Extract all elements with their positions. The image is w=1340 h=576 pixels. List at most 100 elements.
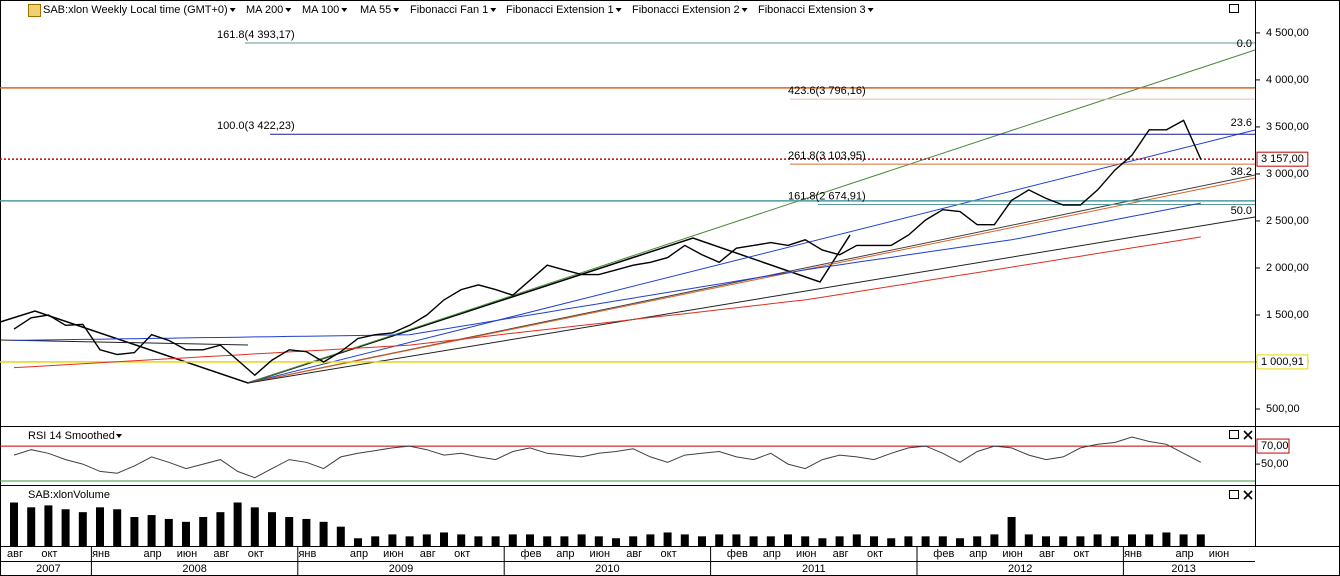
level-label: 3 157,00 bbox=[1261, 153, 1304, 165]
volume-bar bbox=[474, 536, 483, 546]
maximize-icon[interactable] bbox=[1229, 430, 1239, 439]
header-item[interactable]: SAB:xlon Weekly Local time (GMT+0) bbox=[43, 4, 228, 16]
fan-line bbox=[247, 177, 1256, 384]
year-label: 2009 bbox=[389, 563, 413, 575]
x-tick-label: окт bbox=[248, 548, 264, 560]
x-tick-label: авг bbox=[626, 548, 642, 560]
y-tick-label: 1 500,00 bbox=[1266, 309, 1309, 321]
volume-bar bbox=[405, 536, 414, 546]
volume-bar bbox=[319, 521, 328, 546]
x-tick-label: авг bbox=[1039, 548, 1055, 560]
header-item[interactable]: Fibonacci Extension 3 bbox=[758, 4, 866, 16]
volume-bar bbox=[508, 534, 517, 546]
moving-average bbox=[13, 236, 1201, 369]
x-tick-label: окт bbox=[1073, 548, 1089, 560]
y-tick-label: 3 000,00 bbox=[1266, 168, 1309, 180]
x-tick-label: окт bbox=[454, 548, 470, 560]
dropdown-arrow bbox=[229, 8, 236, 12]
volume-bar bbox=[1076, 536, 1085, 546]
fan-line bbox=[247, 49, 1256, 384]
header-item[interactable]: Fibonacci Extension 1 bbox=[506, 4, 614, 16]
panel-icons bbox=[28, 4, 1253, 500]
volume-bar bbox=[870, 536, 878, 546]
volume-bar bbox=[302, 518, 311, 546]
x-tick-label: апр bbox=[143, 548, 161, 560]
dropdown-arrow bbox=[615, 8, 622, 12]
volume-bar bbox=[1162, 532, 1171, 546]
volume-bar bbox=[749, 536, 758, 546]
x-tick-label: окт bbox=[867, 548, 883, 560]
volume-bar bbox=[491, 536, 500, 546]
volume-bar bbox=[44, 505, 53, 546]
volume-bar bbox=[646, 534, 655, 546]
header-item[interactable]: MA 55 bbox=[360, 4, 391, 16]
dropdown-arrow bbox=[393, 8, 400, 12]
x-tick-label: янв bbox=[92, 548, 110, 560]
symbol-icon[interactable] bbox=[28, 4, 41, 17]
volume-bar bbox=[887, 538, 896, 546]
volume-bar bbox=[10, 502, 18, 546]
year-label: 2007 bbox=[36, 563, 60, 575]
maximize-icon[interactable] bbox=[1229, 490, 1239, 499]
volume-bar bbox=[371, 536, 380, 546]
volume-bar bbox=[784, 534, 792, 546]
volume-bar bbox=[336, 526, 345, 546]
volume-bar bbox=[956, 538, 964, 546]
fan-label: 23.6 bbox=[1231, 117, 1252, 129]
volume-bar bbox=[663, 532, 672, 546]
dropdown-arrow bbox=[490, 8, 497, 12]
x-tick-label: июн bbox=[383, 548, 403, 560]
header-item[interactable]: MA 100 bbox=[302, 4, 339, 16]
close-icon[interactable] bbox=[1243, 490, 1253, 500]
volume-bar bbox=[904, 536, 913, 546]
fib-label: 261.8(3 103,95) bbox=[788, 150, 866, 162]
fib-label: 423.6(3 796,16) bbox=[788, 85, 866, 97]
x-tick-label: авг bbox=[7, 548, 23, 560]
volume-bar bbox=[147, 515, 156, 546]
volume-bar bbox=[1042, 536, 1050, 546]
volume-bar bbox=[715, 534, 724, 546]
y-tick-label: 3 500,00 bbox=[1266, 121, 1309, 133]
year-label: 2008 bbox=[182, 563, 206, 575]
x-tick-label: фев bbox=[933, 548, 954, 560]
volume-bar bbox=[113, 509, 122, 546]
x-tick-label: апр bbox=[763, 548, 781, 560]
x-tick-label: янв bbox=[298, 548, 316, 560]
volume-bar bbox=[182, 521, 190, 546]
volume-bar bbox=[1110, 536, 1119, 546]
level-label-box bbox=[1256, 354, 1309, 370]
x-tick-label: июн bbox=[796, 548, 816, 560]
panel-title: SAB:xlonVolume bbox=[28, 489, 110, 501]
volume-bar bbox=[921, 536, 930, 546]
close-icon[interactable] bbox=[1243, 430, 1253, 440]
volume-bar bbox=[543, 536, 552, 546]
volume-bar bbox=[577, 534, 586, 546]
volume-bar bbox=[1196, 534, 1205, 546]
volume-bar bbox=[1093, 534, 1102, 546]
x-tick-label: окт bbox=[661, 548, 677, 560]
y-tick-label: 4 000,00 bbox=[1266, 74, 1309, 86]
volume-bar bbox=[526, 534, 534, 546]
volume-bar bbox=[388, 534, 397, 546]
header-item[interactable]: MA 200 bbox=[246, 4, 283, 16]
volume-bar bbox=[1007, 517, 1016, 546]
volume-bar bbox=[250, 507, 259, 546]
header-item[interactable]: Fibonacci Extension 2 bbox=[632, 4, 740, 16]
level-label-box bbox=[1256, 151, 1309, 167]
y-tick-label: 70,00 bbox=[1261, 440, 1289, 452]
fan-line bbox=[247, 129, 1256, 384]
x-tick-label: июн bbox=[1209, 548, 1229, 560]
volume-bar bbox=[732, 534, 741, 546]
y-tick-label: 500,00 bbox=[1266, 403, 1300, 415]
volume-bar bbox=[164, 518, 173, 546]
volume-bar bbox=[629, 536, 638, 546]
volume-bar bbox=[422, 534, 431, 546]
y-tick-label: 2 000,00 bbox=[1266, 262, 1309, 274]
header-item[interactable]: Fibonacci Fan 1 bbox=[410, 4, 488, 16]
year-label: 2013 bbox=[1171, 563, 1195, 575]
ma-55 bbox=[0, 339, 249, 346]
volume-bar bbox=[818, 538, 827, 546]
maximize-icon[interactable] bbox=[1229, 4, 1239, 13]
